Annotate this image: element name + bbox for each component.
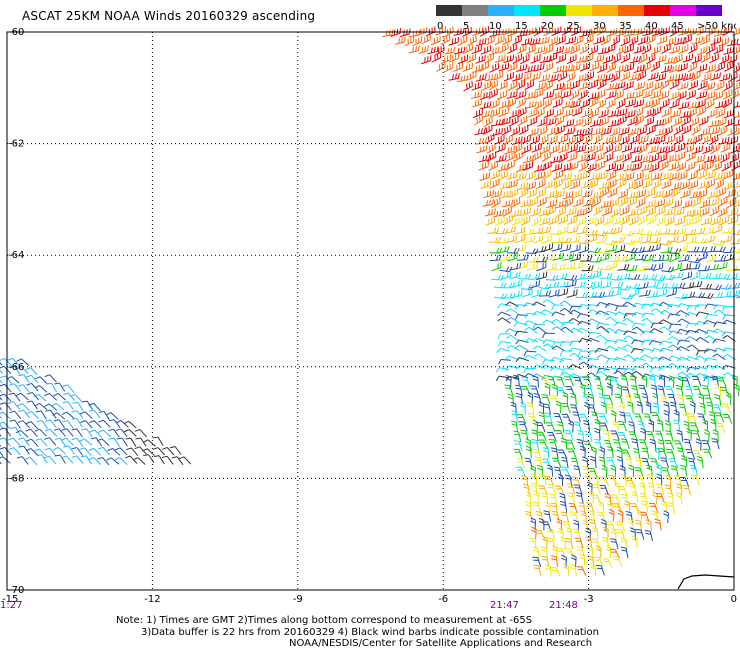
legend-swatch-7	[618, 5, 644, 16]
wind-speed-legend: 0 5 10 15 20 25 30 35 40 45 >50 knots	[436, 5, 736, 32]
map-frame	[6, 31, 735, 591]
lat-label: -68	[8, 473, 24, 484]
legend-label-9: 45	[671, 21, 684, 32]
legend-swatch-0	[436, 5, 462, 16]
lat-label: -64	[8, 250, 24, 261]
lon-label: 0	[731, 594, 737, 605]
legend-label-5: 25	[567, 21, 580, 32]
legend-label-0: 0	[437, 21, 443, 32]
legend-swatch-6	[592, 5, 618, 16]
legend-label-2: 10	[489, 21, 502, 32]
legend-swatch-9	[670, 5, 696, 16]
legend-swatch-4	[540, 5, 566, 16]
legend-swatch-10	[696, 5, 722, 16]
map-grid	[7, 32, 734, 590]
legend-swatch-2	[488, 5, 514, 16]
note-line-3: NOAA/NESDIS/Center for Satellite Applica…	[289, 638, 593, 649]
wind-barbs	[0, 25, 740, 577]
map-title: ASCAT 25KM NOAA Winds 20160329 ascending	[22, 9, 316, 23]
legend-swatch-5	[566, 5, 592, 16]
lat-label: -60	[8, 27, 24, 38]
time-label-left: 1:27	[0, 600, 22, 611]
legend-swatch-1	[462, 5, 488, 16]
lon-label: -9	[293, 594, 303, 605]
legend-label-7: 35	[619, 21, 632, 32]
legend-label-1: 5	[463, 21, 469, 32]
lon-label: -3	[584, 594, 594, 605]
lon-label: -6	[438, 594, 448, 605]
legend-label-3: 15	[515, 21, 528, 32]
legend-swatch-8	[644, 5, 670, 16]
time-label-2147: 21:47	[490, 600, 519, 611]
note-line-1: Note: 1) Times are GMT 2)Times along bot…	[116, 615, 533, 626]
legend-label-4: 20	[541, 21, 554, 32]
lon-label: -12	[144, 594, 160, 605]
lat-label: -62	[8, 139, 24, 150]
legend-label-8: 40	[645, 21, 658, 32]
legend-label-6: 30	[593, 21, 606, 32]
legend-swatch-3	[514, 5, 540, 16]
lat-label: -70	[8, 585, 24, 596]
note-line-2: 3)Data buffer is 22 hrs from 20160329 4)…	[141, 627, 599, 638]
coastline	[677, 574, 735, 590]
legend-label-10: >50 knots	[697, 21, 736, 32]
lon-label: -15	[2, 594, 18, 605]
lat-label: -66	[8, 362, 24, 373]
time-label-2148: 21:48	[549, 600, 578, 611]
